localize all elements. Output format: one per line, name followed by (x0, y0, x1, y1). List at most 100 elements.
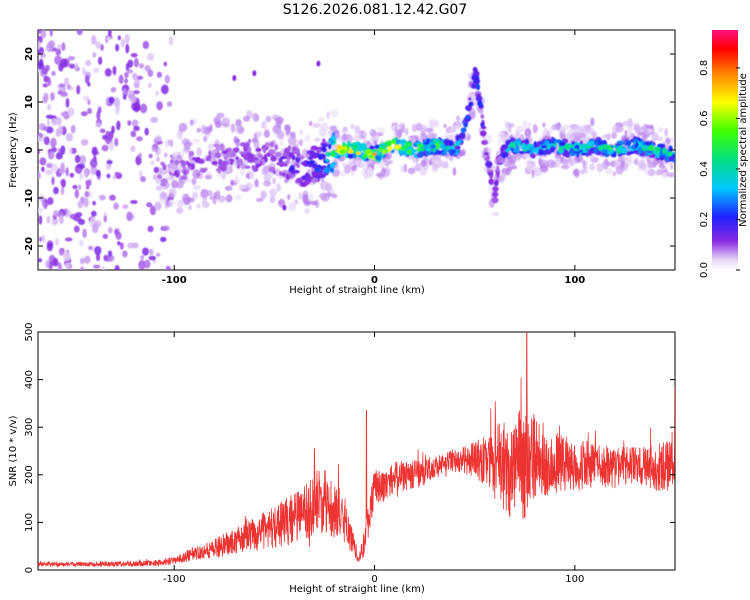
spectrogram-cell (428, 159, 432, 166)
spectrogram-cell (102, 233, 109, 240)
spectrogram-cell (244, 142, 250, 150)
spectrogram-cell (60, 186, 65, 195)
spectrogram-cell (484, 152, 490, 156)
spectrogram-cell (186, 162, 192, 167)
spectrogram-cell (578, 132, 588, 139)
spectrogram-marks (38, 30, 675, 270)
spectrogram-cell (221, 170, 226, 180)
spectrogram-cell (404, 128, 409, 136)
spectrogram-cell (206, 189, 213, 197)
spectrogram-cell (549, 145, 556, 153)
spectrogram-cell (662, 147, 667, 155)
spectrogram-cell (139, 103, 148, 114)
spectrogram-cell (125, 43, 130, 54)
spectrogram-cell (108, 96, 115, 104)
spectrogram-cell (468, 101, 474, 107)
spectrogram-cell (166, 163, 173, 169)
spectrogram-cell (103, 254, 108, 262)
spectrogram-cell (92, 200, 97, 206)
spectrogram-cell (479, 130, 487, 137)
spectrogram-cell (390, 149, 395, 154)
spectrogram-cell (150, 160, 155, 166)
spectrogram-cell (497, 155, 503, 161)
spectrogram-cell (138, 63, 145, 69)
spectrogram-cell (168, 36, 174, 46)
spectrogram-cell (559, 126, 566, 133)
spectrogram-cell (217, 195, 227, 203)
spectrogram-cell (70, 124, 76, 134)
spectrogram-cell (105, 130, 111, 141)
spectrogram-cell (236, 125, 245, 135)
snr-xtick-label: 100 (565, 574, 584, 585)
spectrogram-cell (115, 231, 122, 240)
spectrogram-cell (311, 152, 319, 159)
spectrogram-cell (331, 132, 336, 137)
spectrogram-cell (43, 136, 50, 146)
spectrogram-cell (626, 141, 631, 147)
spectrogram-cell (344, 164, 351, 174)
spectrogram-cell (659, 137, 664, 142)
spectrogram-cell (57, 125, 63, 135)
spectrogram-cell (546, 159, 556, 169)
spectrogram-cell (229, 159, 234, 165)
spectrogram-cell (517, 141, 521, 147)
spectrogram-cell (47, 40, 56, 49)
spectrogram-cell (131, 242, 139, 249)
spectrogram-cell (605, 168, 614, 175)
colorbar-gradient (712, 30, 738, 270)
spectrogram-cell (347, 149, 354, 154)
spectrogram-cell (476, 83, 480, 91)
spectrogram-cell (91, 35, 97, 45)
snr-ylabel: SNR (10 * v/v) (8, 415, 19, 486)
spectrogram-cell (638, 159, 646, 169)
spectrogram-cell (180, 175, 188, 181)
spectrogram-cell (320, 192, 330, 202)
spectrogram-cell (584, 165, 589, 174)
spectrogram-cell (65, 97, 70, 108)
spectrogram-cell (342, 133, 348, 140)
spectrogram-cell (472, 67, 478, 73)
spectrogram-cell (326, 110, 330, 120)
spectrogram-cell (85, 179, 92, 187)
spectrogram-cell (272, 170, 276, 175)
spectrogram-cell (40, 30, 47, 39)
spectrogram-cell (304, 208, 310, 215)
spectrogram-cell (432, 138, 438, 145)
snr-ytick-label: 200 (24, 465, 35, 484)
spectrogram-cell (287, 145, 292, 152)
spectrogram-cell (147, 69, 154, 77)
spectrogram-cell (307, 163, 314, 168)
spectrogram-cell (296, 152, 301, 157)
spectrogram-cell (147, 225, 154, 233)
spectrogram-cell (49, 30, 53, 37)
spectrogram-cell (191, 191, 199, 200)
spectrogram-cell (166, 265, 171, 270)
spectrogram-cell (54, 55, 62, 65)
spectrogram-cell (79, 257, 85, 265)
spectrogram-cell (645, 141, 653, 147)
spectrogram-cell (487, 169, 492, 173)
spectrogram-cell (448, 128, 453, 134)
spectrogram-cell (38, 207, 43, 214)
spectrogram-cell (52, 210, 59, 217)
spectrogram-xtick-label: -100 (162, 275, 187, 286)
spectrogram-cell (38, 40, 41, 50)
spectrogram-cell (82, 95, 90, 101)
spectrogram-cell (122, 204, 129, 209)
spectrogram-cell (534, 126, 539, 132)
spectrogram-cell (416, 143, 424, 148)
colorbar: 0.0 0.2 0.4 0.6 0.8 Normalized spectral ampl… (699, 30, 749, 278)
spectrogram-cell (196, 173, 201, 177)
spectrogram-cell (314, 167, 321, 173)
spectrogram-cell (346, 145, 350, 152)
spectrogram-cell (107, 226, 113, 234)
spectrogram-cell (116, 120, 121, 131)
spectrogram-cell (480, 122, 485, 128)
spectrogram-cell (443, 148, 448, 154)
spectrogram-cell (108, 141, 114, 151)
spectrogram-cell (597, 139, 603, 146)
spectrogram-cell (394, 145, 401, 150)
spectrogram-cell (304, 134, 311, 143)
spectrogram-cell (643, 144, 648, 150)
spectrogram-cell (106, 159, 113, 165)
